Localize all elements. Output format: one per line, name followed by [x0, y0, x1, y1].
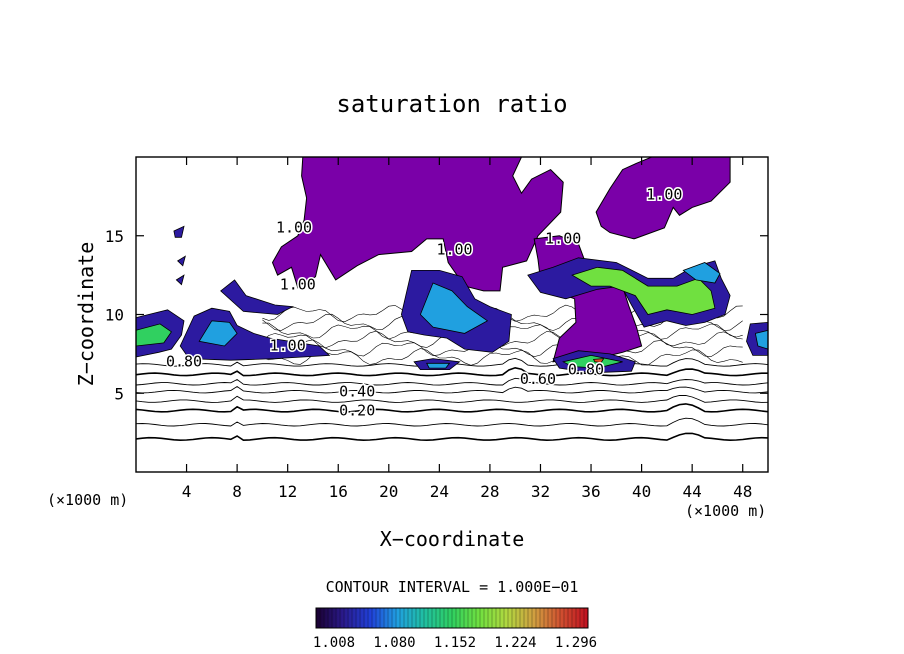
contour-label: 1.00 — [545, 230, 581, 248]
saturated-region — [271, 157, 564, 292]
contour-label: 0.80 — [166, 352, 202, 370]
x-tick-label: 32 — [531, 482, 550, 501]
supersaturation-patch — [592, 358, 605, 363]
contour-label: 1.00 — [270, 337, 306, 355]
isoline — [262, 348, 743, 366]
plot-area: 0.200.40 0.60 0.80 0.80 1.00 1.00 1.00 1.00 1.00… — [105, 156, 769, 501]
x-tick-label: 12 — [278, 482, 297, 501]
supersaturation-patch — [754, 329, 768, 350]
supersaturation-patch — [571, 266, 716, 315]
contour-label: 0.60 — [520, 370, 556, 388]
y-tick-label: 5 — [114, 384, 124, 403]
y-tick-label: 15 — [105, 227, 124, 246]
x-tick-label: 16 — [329, 482, 348, 501]
colorbar-tick-label: 1.224 — [494, 635, 536, 651]
supersaturation-patch — [177, 255, 186, 267]
saturated-region — [595, 157, 731, 240]
isoline — [262, 330, 743, 349]
y-axis-label: Z−coordinate — [74, 242, 98, 387]
isoline — [136, 385, 768, 394]
isoline — [136, 403, 768, 413]
colorbar-tick-label: 1.152 — [434, 635, 476, 651]
colorbar: 1.008 1.080 1.152 1.224 1.296 — [313, 607, 597, 651]
x-axis-label: X−coordinate — [380, 527, 525, 551]
y-axis-ticks: 5 10 15 — [105, 227, 768, 403]
chart-title: saturation ratio — [336, 90, 567, 118]
isoline — [136, 394, 768, 403]
x-tick-label: 28 — [480, 482, 499, 501]
x-tick-label: 8 — [232, 482, 242, 501]
contour-label: 1.00 — [646, 186, 682, 204]
supersaturation-patch — [173, 225, 185, 238]
x-tick-label: 44 — [683, 482, 702, 501]
contour-label: 1.00 — [276, 219, 312, 237]
supersaturation-patch — [136, 323, 172, 347]
contour-label: 0.40 — [339, 382, 375, 400]
supersaturation-patch — [562, 354, 623, 369]
x-tick-label: 4 — [182, 482, 192, 501]
x-unit-left: (×1000 m) — [47, 491, 128, 509]
isoline — [136, 366, 768, 377]
y-tick-label: 10 — [105, 306, 124, 325]
contour-label: 0.80 — [568, 360, 604, 378]
contour-label: 0.20 — [339, 401, 375, 419]
colorbar-stripes — [315, 608, 589, 628]
supersaturation-patch — [426, 362, 451, 369]
contour-label: 1.00 — [280, 275, 316, 293]
x-tick-label: 48 — [733, 482, 752, 501]
x-tick-label: 24 — [430, 482, 449, 501]
colorbar-tick-label: 1.080 — [373, 635, 415, 651]
supersaturation-patch — [682, 262, 721, 284]
x-axis-ticks: 4 8 12 16 20 24 28 32 36 40 44 48 — [182, 157, 752, 501]
supersaturation-patch — [175, 274, 185, 286]
colorbar-tick-label: 1.296 — [555, 635, 597, 651]
x-tick-label: 20 — [379, 482, 398, 501]
contour-labels: 0.200.40 0.60 0.80 0.80 1.00 1.00 1.00 1.00 1.00… — [164, 184, 683, 421]
supersaturation-patch — [198, 320, 238, 347]
colorbar-tick-label: 1.008 — [313, 635, 355, 651]
isoline — [136, 377, 768, 386]
supersaturation-patch — [220, 279, 295, 315]
x-tick-label: 40 — [632, 482, 651, 501]
colorbar-ticks: 1.008 1.080 1.152 1.224 1.296 — [313, 635, 597, 651]
x-tick-label: 36 — [581, 482, 600, 501]
isoline — [136, 432, 768, 442]
isoline — [136, 417, 768, 427]
contour-label: 1.00 — [436, 241, 472, 259]
x-unit-right: (×1000 m) — [685, 502, 766, 520]
contour-field — [136, 157, 768, 442]
contour-interval-text: CONTOUR INTERVAL = 1.000E−01 — [326, 578, 579, 596]
supersaturation-patch — [419, 282, 489, 334]
